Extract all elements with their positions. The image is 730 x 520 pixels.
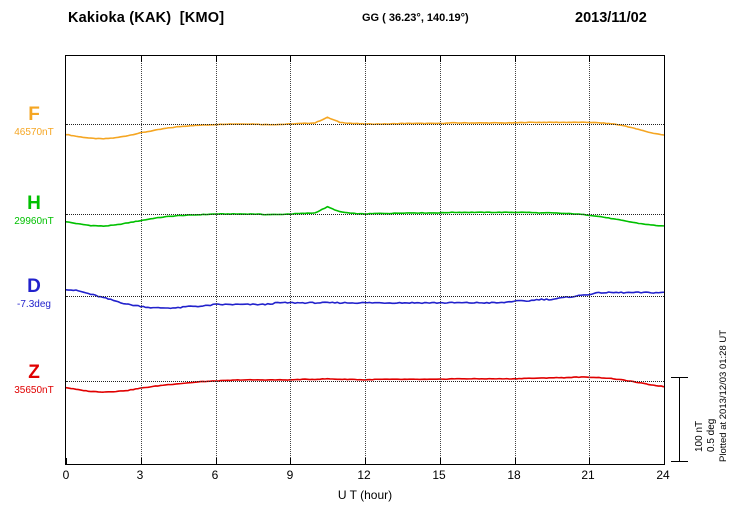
- xtick: [290, 458, 292, 465]
- xtick-top: [140, 55, 142, 62]
- xtick-top: [290, 55, 292, 62]
- plot-timestamp: Plotted at 2013/12/03 01:28 UT: [718, 329, 729, 462]
- xtick-label: 0: [62, 468, 70, 482]
- trace-d: [66, 288, 664, 310]
- xtick-top: [215, 55, 217, 62]
- trace-label-h: H 29960nT: [2, 194, 66, 228]
- baseline-h: [66, 214, 664, 215]
- trace-z: [66, 376, 664, 393]
- xtick-top: [589, 55, 591, 62]
- xtick: [439, 458, 441, 465]
- gridline-v: [140, 56, 142, 464]
- xtick-label: 9: [286, 468, 294, 482]
- scalebar: [679, 377, 680, 462]
- xtick-top: [514, 55, 516, 62]
- xtick: [514, 458, 516, 465]
- xtick: [589, 458, 591, 465]
- xtick-label: 21: [581, 468, 595, 482]
- scalebar-label-deg: 0.5 deg: [706, 418, 717, 452]
- page-title: Kakioka (KAK) [KMO]: [68, 10, 225, 26]
- trace-baseline-z: 35650nT: [14, 385, 54, 396]
- trace-baseline-d: -7.3deg: [17, 299, 51, 310]
- plot-inner: [66, 55, 665, 465]
- xtick-label: 3: [136, 468, 144, 482]
- gridline-v: [514, 56, 516, 464]
- magnetogram-plot-area: [65, 55, 665, 465]
- gridline-v: [439, 56, 441, 464]
- xtick: [66, 458, 67, 465]
- gridline-v: [290, 56, 292, 464]
- trace-symbol-d: D: [27, 276, 41, 297]
- geographic-coordinates: GG ( 36.23°, 140.19°): [362, 12, 469, 24]
- trace-label-z: Z 35650nT: [2, 363, 66, 397]
- xtick-label: 18: [507, 468, 521, 482]
- trace-symbol-h: H: [27, 193, 41, 214]
- xtick-label: 15: [432, 468, 446, 482]
- baseline-d: [66, 296, 664, 297]
- x-axis-title: U T (hour): [337, 488, 393, 502]
- xtick-top: [365, 55, 366, 62]
- observation-date: 2013/11/02: [575, 10, 647, 26]
- trace-symbol-f: F: [28, 104, 40, 125]
- scalebar-cap-bottom: [671, 461, 688, 462]
- xtick-label: 12: [357, 468, 371, 482]
- trace-symbol-z: Z: [28, 362, 40, 383]
- trace-label-d: D -7.3deg: [2, 277, 66, 311]
- gridline-v: [215, 56, 217, 464]
- xtick: [215, 458, 217, 465]
- xtick: [365, 458, 366, 465]
- xtick-top: [439, 55, 441, 62]
- scalebar-label-nt: 100 nT: [694, 420, 705, 452]
- gridline-v: [589, 56, 591, 464]
- trace-baseline-f: 46570nT: [14, 127, 54, 138]
- xtick: [140, 458, 142, 465]
- baseline-z: [66, 381, 664, 382]
- xtick: [663, 458, 665, 465]
- xtick-label: 24: [656, 468, 670, 482]
- xtick-label: 6: [211, 468, 219, 482]
- baseline-f: [66, 124, 664, 125]
- gridline-v: [365, 56, 366, 464]
- trace-label-f: F 46570nT: [2, 105, 66, 139]
- trace-baseline-h: 29960nT: [14, 216, 54, 227]
